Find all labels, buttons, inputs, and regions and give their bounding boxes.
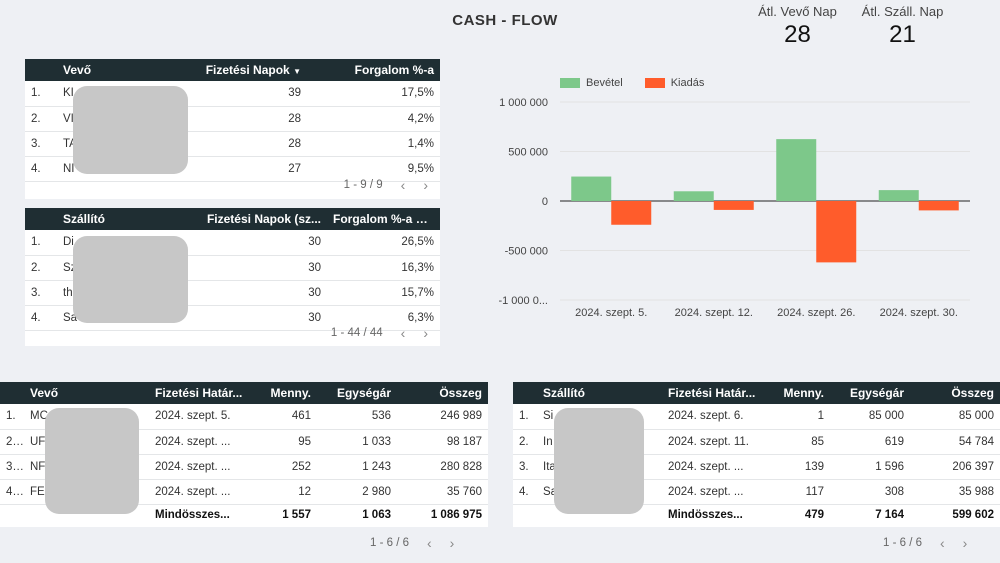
kpi-customer-days: Átl. Vevő Nap 28 [750,4,845,49]
x-tick-label: 2024. szept. 30. [880,307,958,319]
y-tick-label: -1 000 0... [498,295,548,307]
chevron-right-icon[interactable]: › [423,325,428,341]
col-header-customer[interactable]: Vevő [30,386,59,400]
legend-swatch [644,78,665,88]
pagination: 1 - 9 / 9 ‹ › [344,177,428,193]
legend-swatch [560,78,580,88]
chevron-right-icon[interactable]: › [423,177,428,193]
page-indicator: 1 - 6 / 6 [370,537,409,549]
table-row[interactable]: 2... UF 2024. szept. ... 95 1 033 98 187 [0,429,488,455]
kpi-label: Átl. Száll. Nap [861,4,944,19]
col-header-due-date[interactable]: Fizetési Határ... [668,386,756,400]
kpi-value: 21 [889,21,916,48]
chevron-left-icon[interactable]: ‹ [940,535,945,551]
col-header-unit-price[interactable]: Egységár [849,386,904,400]
redaction-block [73,86,188,174]
col-header-unit-price[interactable]: Egységár [336,386,391,400]
col-header-qty[interactable]: Menny. [270,386,311,400]
col-header-customer[interactable]: Vevő [63,63,92,77]
chart-legend: Bevétel Kiadás [560,77,704,89]
col-header-payment-days[interactable]: Fizetési Napok ▼ [205,63,301,77]
col-header-payment-days[interactable]: Fizetési Napok (sz... [206,212,321,226]
bar-income [776,139,817,201]
bar-expense [713,201,754,210]
legend-item-income[interactable]: Bevétel [560,77,623,89]
page-title: CASH - FLOW [452,12,558,29]
bar-income [878,190,919,201]
legend-item-expense[interactable]: Kiadás [644,77,704,89]
cashflow-bar-chart: 1 000 000 500 000 0 -500 000 -1 000 0... 2024… [498,97,970,319]
y-tick-label: 1 000 000 [499,97,548,109]
kpi-label: Átl. Vevő Nap [758,4,837,19]
x-tick-label: 2024. szept. 26. [777,307,855,319]
chevron-left-icon[interactable]: ‹ [400,325,406,341]
kpi-value: 28 [784,21,811,48]
pagination: 1 - 6 / 6 ‹ › [883,535,967,551]
sort-down-icon: ▼ [429,216,437,225]
y-tick-label: -500 000 [505,246,548,258]
redaction-block [73,236,188,323]
sort-down-icon: ▼ [293,67,301,76]
bar-expense [611,201,652,225]
col-header-qty[interactable]: Menny. [783,386,824,400]
col-header-turnover-pct[interactable]: Forgalom %-a [354,63,434,77]
redaction-block [554,408,644,514]
page-indicator: 1 - 44 / 44 [330,327,383,339]
redaction-block [45,408,139,514]
y-tick-label: 0 [542,196,548,208]
bar-expense [918,201,959,211]
chevron-left-icon[interactable]: ‹ [427,535,432,551]
chevron-left-icon[interactable]: ‹ [400,177,406,193]
x-tick-label: 2024. szept. 5. [575,307,647,319]
page-indicator: 1 - 6 / 6 [883,537,922,549]
info-icon: i [415,216,426,226]
y-tick-label: 500 000 [508,147,548,159]
kpi-supplier-days: Átl. Száll. Nap 21 [855,4,950,49]
col-header-sum[interactable]: Összeg [439,386,482,400]
chevron-right-icon[interactable]: › [449,535,455,551]
col-header-sum[interactable]: Összeg [951,386,994,400]
bar-income [673,191,714,201]
col-header-turnover-pct[interactable]: Forgalom %-a i ▼ [333,212,437,226]
chevron-right-icon[interactable]: › [962,535,968,551]
bar-expense [816,201,857,263]
pagination: 1 - 6 / 6 ‹ › [370,535,454,551]
table-row[interactable]: 1. MC 2024. szept. 5. 461 536 246 989 [0,404,488,430]
col-header-due-date[interactable]: Fizetési Határ... [155,386,243,400]
x-tick-label: 2024. szept. 12. [675,307,753,319]
page-indicator: 1 - 9 / 9 [343,179,383,191]
col-header-supplier[interactable]: Szállító [543,386,586,400]
col-header-supplier[interactable]: Szállító [63,212,106,226]
bar-income [571,176,612,201]
pagination: 1 - 44 / 44 ‹ › [331,325,428,341]
